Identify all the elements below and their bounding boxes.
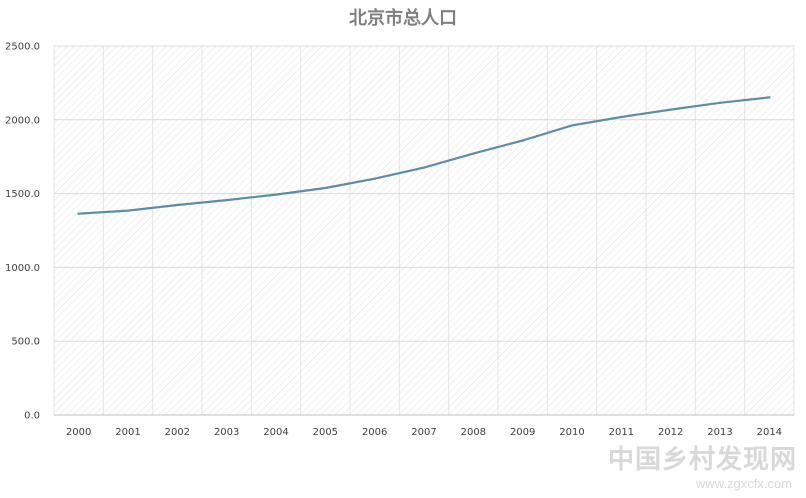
data-point: [570, 124, 574, 127]
x-tick-label: 2011: [609, 427, 634, 438]
data-point: [373, 177, 376, 180]
data-point: [126, 209, 130, 212]
plot-background: [54, 46, 794, 415]
watermark-text: 中国乡村发现网: [608, 444, 797, 475]
y-axis-tick-labels: 0.0 500.0 1000.0 1500.0 2000.0 2500.0: [5, 42, 40, 422]
x-axis-tick-labels: 2000 2001 2002 2003 2004 2005 2006 2007 2008 2009…: [66, 427, 782, 438]
y-tick-label: 0.0: [24, 411, 40, 422]
chart-title: 北京市总人口: [349, 7, 457, 29]
x-tick-label: 2010: [559, 427, 584, 438]
x-tick-label: 2005: [313, 427, 338, 438]
series-layer: [77, 96, 771, 215]
data-point: [422, 166, 426, 169]
watermark-url: www.zgxcfx.com: [695, 476, 792, 491]
x-tick-label: 2004: [263, 427, 288, 438]
x-tick-label: 2003: [214, 427, 239, 438]
data-point: [176, 203, 179, 207]
x-tick-label: 2009: [510, 427, 535, 438]
data-point: [768, 96, 771, 99]
x-tick-label: 2007: [411, 427, 436, 438]
x-tick-label: 2001: [115, 427, 140, 438]
data-point: [274, 193, 278, 196]
y-tick-label: 500.0: [11, 337, 40, 348]
y-tick-label: 2500.0: [5, 42, 40, 53]
x-tick-label: 2008: [461, 427, 486, 438]
data-point: [77, 212, 80, 215]
y-tick-label: 2000.0: [5, 115, 40, 126]
data-point: [472, 152, 475, 155]
x-tick-label: 2014: [757, 427, 782, 438]
data-point: [521, 139, 524, 142]
x-tick-label: 2012: [658, 427, 683, 438]
x-tick-label: 2006: [362, 427, 387, 438]
y-tick-label: 1000.0: [5, 263, 40, 274]
y-tick-label: 1500.0: [5, 189, 40, 200]
x-tick-label: 2002: [165, 427, 190, 438]
data-point: [225, 198, 228, 202]
data-point: [669, 108, 672, 111]
data-point: [620, 115, 623, 119]
x-tick-label: 2013: [707, 427, 732, 438]
vertical-gridlines: [53, 46, 795, 415]
data-point: [718, 101, 722, 104]
watermark: 中国乡村发现网 www.zgxcfx.com: [608, 444, 797, 491]
x-tick-label: 2000: [66, 427, 91, 438]
data-point: [324, 186, 327, 190]
